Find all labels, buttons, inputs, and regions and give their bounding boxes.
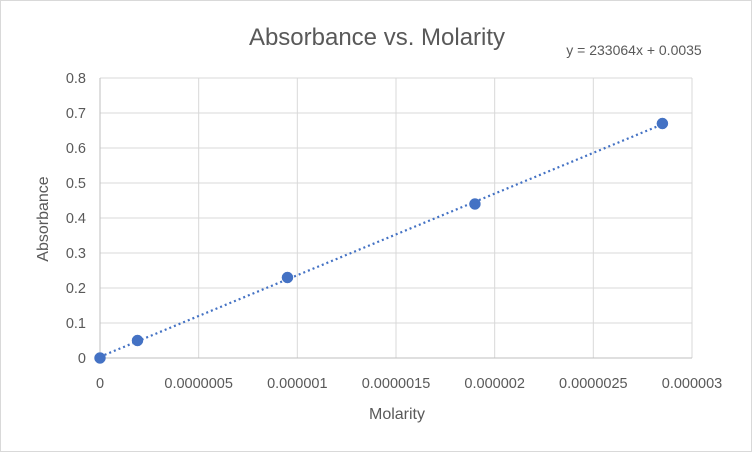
linear-trendline xyxy=(99,123,663,358)
data-point xyxy=(656,117,669,130)
y-tick-label: 0.3 xyxy=(66,246,86,262)
data-point xyxy=(281,271,294,284)
y-tick-label: 0.5 xyxy=(66,176,86,192)
y-tick-label: 0.7 xyxy=(66,106,86,122)
x-tick-label: 0.000003 xyxy=(662,376,722,392)
x-tick-label: 0.0000005 xyxy=(164,376,233,392)
gridlines xyxy=(99,77,693,359)
x-tick-label: 0.000002 xyxy=(464,376,524,392)
data-point xyxy=(131,334,144,347)
trendline-group xyxy=(99,123,663,358)
y-tick-label: 0.2 xyxy=(66,281,86,297)
trendline-equation: y = 233064x + 0.0035 xyxy=(566,42,702,58)
chart-title: Absorbance vs. Molarity xyxy=(249,24,505,51)
x-axis-title: Molarity xyxy=(369,406,425,423)
data-point xyxy=(469,198,481,210)
y-tick-label: 0.1 xyxy=(66,316,86,332)
y-tick-label: 0.6 xyxy=(66,141,86,157)
data-points xyxy=(94,117,669,364)
x-tick-labels: 0 0.0000005 0.000001 0.0000015 0.000002 0.000… xyxy=(96,376,722,392)
y-tick-label: 0.4 xyxy=(66,211,86,227)
x-tick-label: 0.000001 xyxy=(267,376,327,392)
x-tick-label: 0.0000025 xyxy=(559,376,628,392)
y-tick-label: 0.8 xyxy=(66,71,86,87)
y-axis-title: Absorbance xyxy=(35,176,52,261)
y-tick-label: 0 xyxy=(78,351,86,367)
data-point xyxy=(94,352,106,364)
x-tick-label: 0 xyxy=(96,376,104,392)
y-tick-labels: 0 0.1 0.2 0.3 0.4 0.5 0.6 0.7 0.8 xyxy=(66,71,86,367)
x-tick-label: 0.0000015 xyxy=(362,376,431,392)
